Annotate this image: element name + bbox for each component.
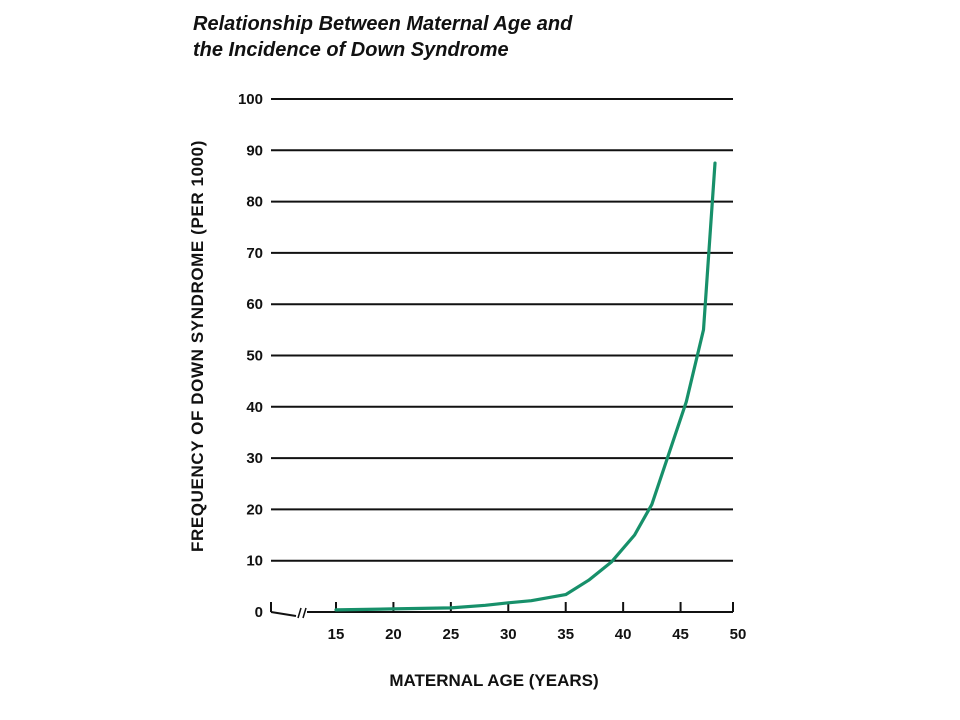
chart-title: Relationship Between Maternal Age and th… bbox=[193, 11, 713, 63]
x-tick-label: 30 bbox=[500, 626, 517, 643]
series-line-0 bbox=[334, 161, 717, 612]
x-axis-title: MATERNAL AGE (YEARS) bbox=[389, 671, 598, 690]
series-layer bbox=[334, 161, 717, 612]
x-tick-label: 50 bbox=[730, 626, 747, 643]
y-tick-label: 10 bbox=[246, 553, 263, 570]
x-tick-label: 40 bbox=[615, 626, 632, 643]
y-tick-label: 0 bbox=[255, 604, 263, 621]
axis-break-mark bbox=[302, 607, 307, 619]
y-tick-label: 90 bbox=[246, 142, 263, 159]
x-tick-labels: 15 20 25 30 35 40 45 50 bbox=[328, 626, 747, 643]
gridlines bbox=[271, 98, 733, 562]
x-tick-label: 25 bbox=[443, 626, 460, 643]
y-tick-label: 20 bbox=[246, 501, 263, 518]
chart-title-line-2: the Incidence of Down Syndrome bbox=[193, 39, 509, 61]
x-axis-line-broken-segment bbox=[270, 611, 297, 617]
x-tick-label: 20 bbox=[385, 626, 402, 643]
chart-title-line-1: Relationship Between Maternal Age and bbox=[193, 13, 573, 35]
y-tick-label: 100 bbox=[238, 91, 263, 108]
x-tick-label: 45 bbox=[672, 626, 689, 643]
x-tick-label: 35 bbox=[557, 626, 574, 643]
y-tick-label: 30 bbox=[246, 450, 263, 467]
y-tick-label: 80 bbox=[246, 194, 263, 211]
y-tick-label: 50 bbox=[246, 348, 263, 365]
axis-break-mark bbox=[297, 607, 302, 619]
y-axis-title: FREQUENCY OF DOWN SYNDROME (PER 1000) bbox=[188, 140, 207, 552]
x-tick-label: 15 bbox=[328, 626, 345, 643]
y-tick-label: 60 bbox=[246, 296, 263, 313]
y-tick-label: 70 bbox=[246, 245, 263, 262]
x-axis bbox=[270, 602, 734, 619]
y-tick-labels: 0 10 20 30 40 50 60 70 80 90 100 bbox=[238, 91, 263, 621]
y-tick-label: 40 bbox=[246, 399, 263, 416]
